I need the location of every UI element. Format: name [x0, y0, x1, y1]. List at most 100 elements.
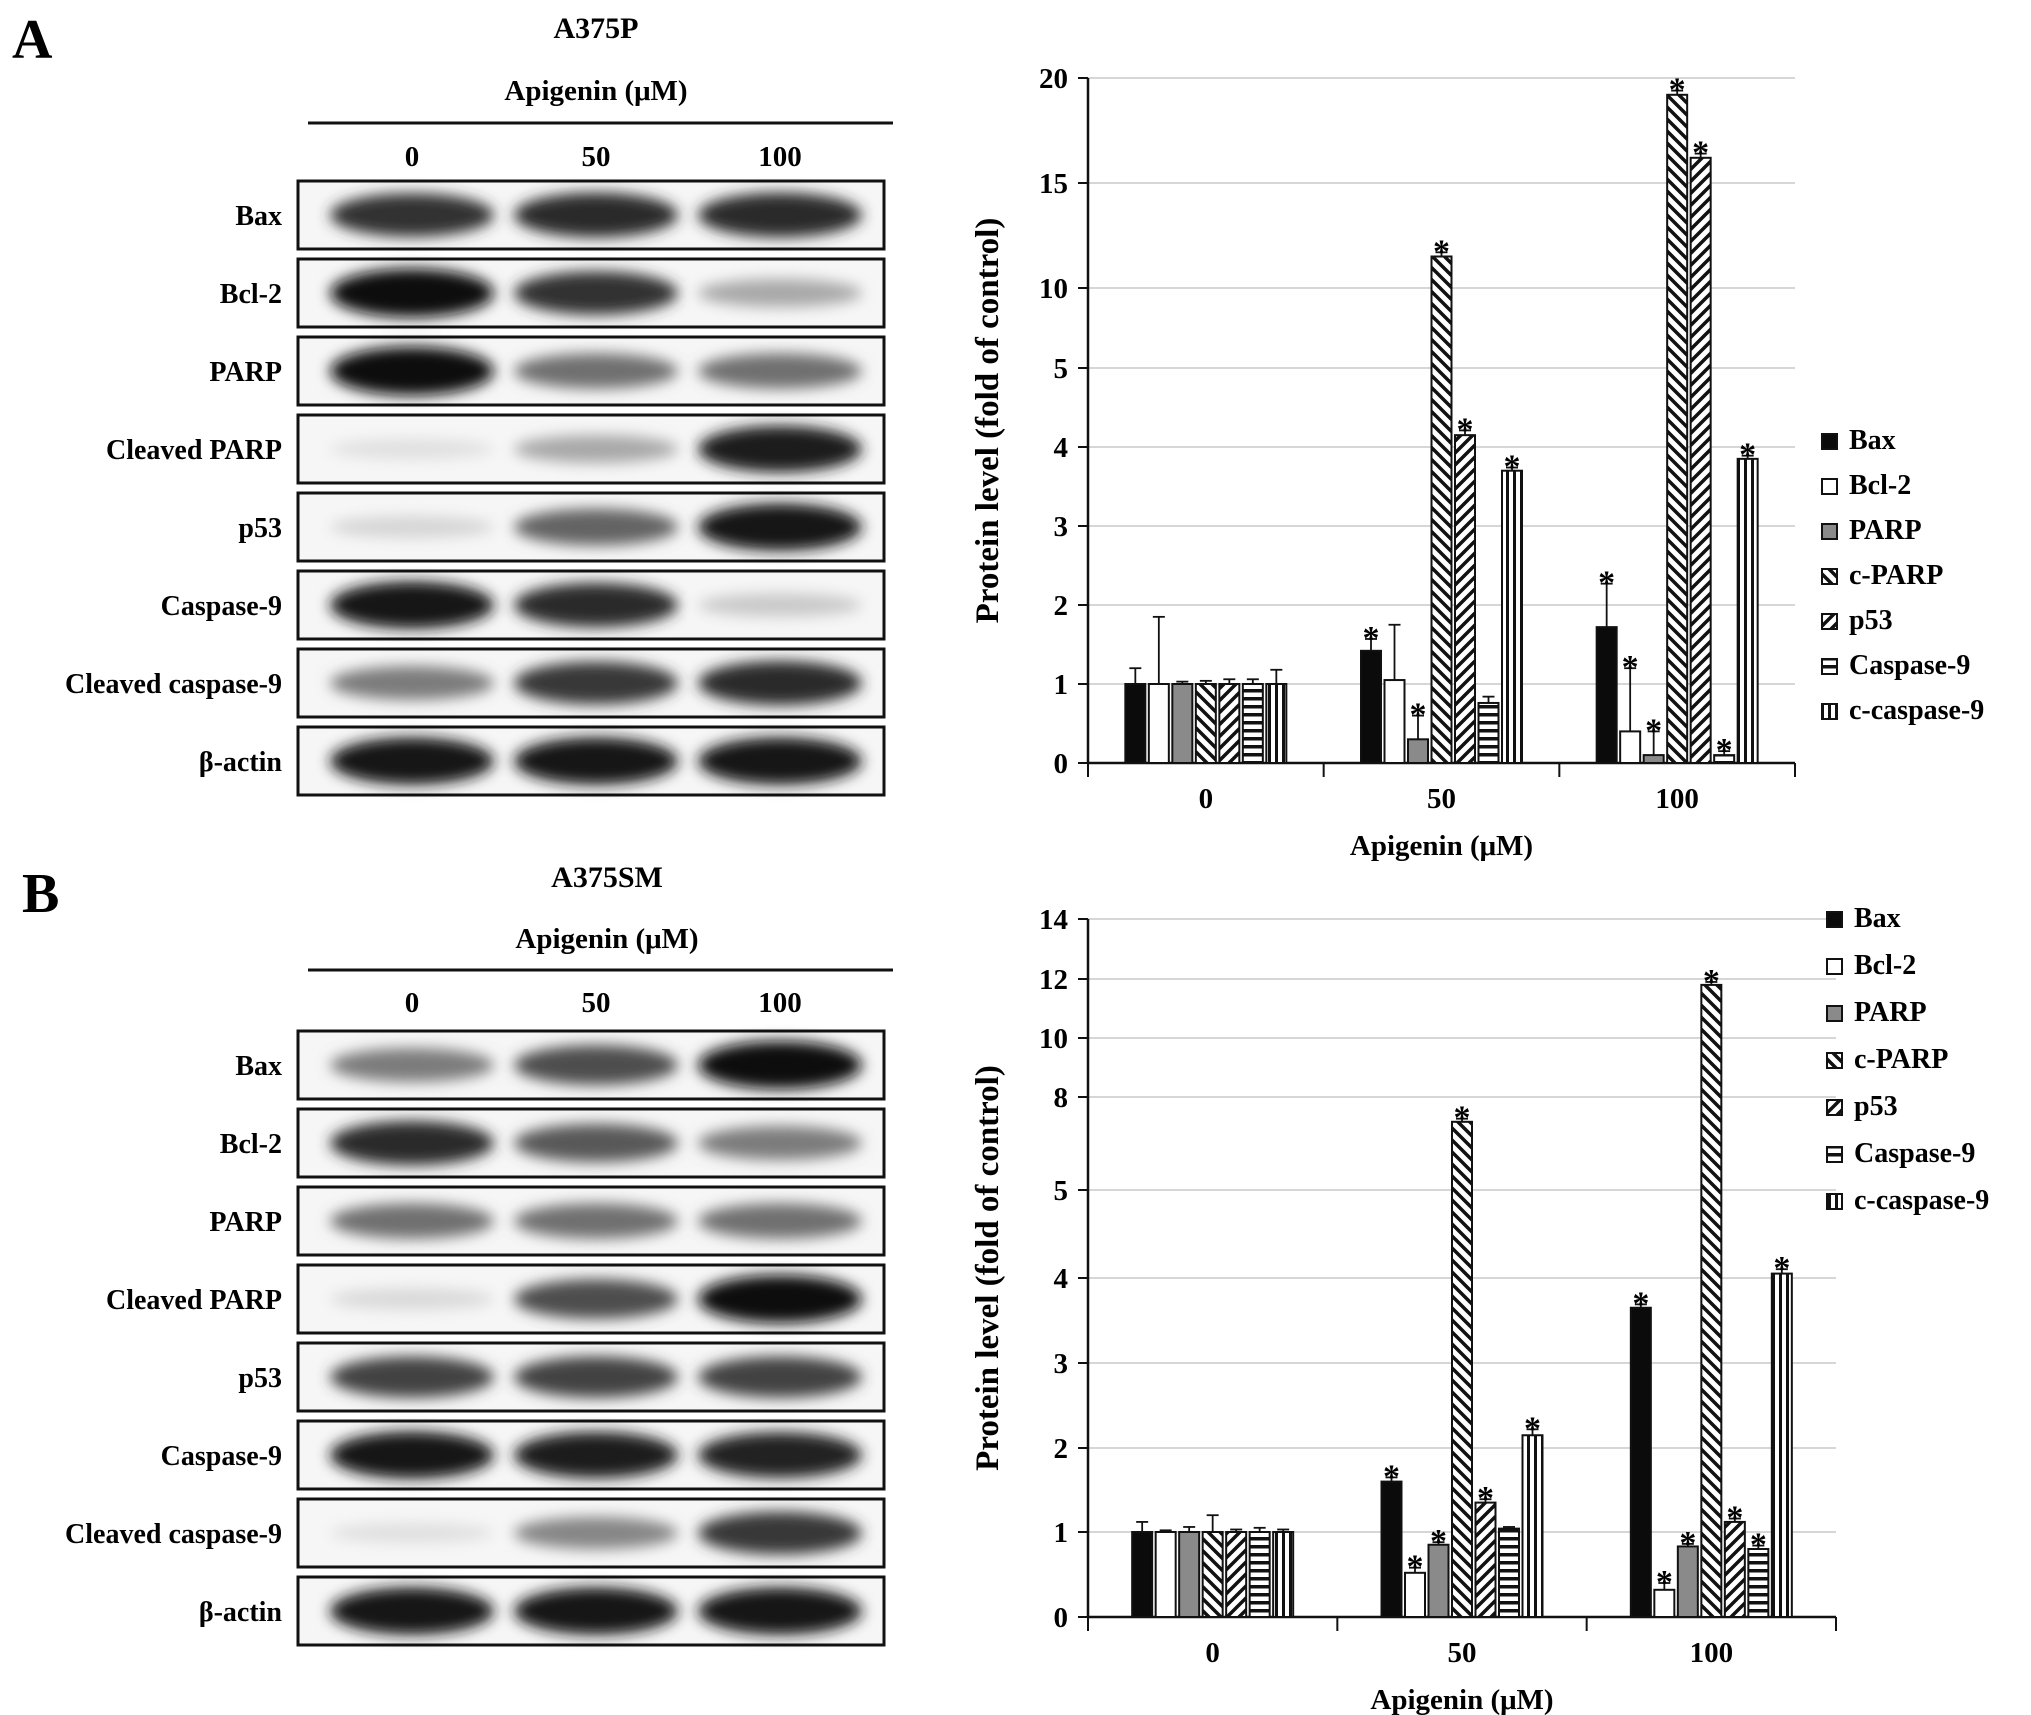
blot-band: [330, 1522, 494, 1544]
bar-parp: [1642, 754, 1665, 764]
blot-row-label: Cleaved PARP: [106, 435, 282, 466]
significance-star: *: [1632, 1285, 1649, 1322]
panel-letter: A: [12, 9, 53, 71]
bar-c-parp: [1430, 255, 1453, 764]
significance-star: *: [1692, 135, 1709, 172]
legend-item: Caspase-9: [1821, 650, 1970, 681]
blot-row: p53: [238, 1341, 886, 1413]
y-tick-label: 2: [1054, 1433, 1069, 1465]
x-tick-label: 0: [1205, 1637, 1220, 1669]
legend-label: Bax: [1854, 903, 1901, 934]
legend-item: c-PARP: [1821, 560, 1943, 591]
dose-label: 0: [405, 141, 420, 173]
significance-star: *: [1383, 1458, 1400, 1495]
blot-band: [698, 1040, 862, 1090]
blot-row-label: β-actin: [199, 1597, 283, 1628]
treatment-label: Apigenin (μM): [515, 923, 698, 955]
panel-a: A A375P Apigenin (μM) 0 50 100 Bax Bcl-2 P…: [12, 9, 893, 797]
x-tick-label: 0: [1199, 783, 1214, 815]
blot-row: Cleaved caspase-9: [65, 1497, 886, 1569]
legend-item: PARP: [1826, 997, 1927, 1028]
dose-label: 50: [582, 987, 611, 1019]
dose-label: 0: [405, 987, 420, 1019]
dose-label: 50: [582, 141, 611, 173]
blot-band: [698, 1587, 862, 1635]
bar-parp: [1171, 683, 1194, 764]
blot-band: [698, 737, 862, 785]
blot-row: β-actin: [199, 1575, 886, 1647]
y-axis-label: Protein level (fold of control): [970, 218, 1006, 624]
blot-band: [514, 1203, 678, 1239]
bar-p53: [1218, 683, 1241, 764]
significance-star: *: [1750, 1527, 1767, 1564]
blot-row-label: PARP: [209, 357, 282, 388]
bar-p53: [1474, 1501, 1497, 1618]
legend-item: p53: [1821, 605, 1893, 636]
legend-label: Caspase-9: [1854, 1138, 1975, 1169]
x-tick-label: 100: [1690, 1637, 1734, 1669]
legend-swatch: [1821, 523, 1838, 540]
blot-band: [514, 353, 678, 389]
x-tick-label: 50: [1427, 783, 1456, 815]
blot-row-label: Cleaved PARP: [106, 1285, 282, 1316]
bar-bcl-2: [1147, 683, 1170, 764]
bar-c-parp: [1700, 983, 1723, 1618]
bar-bax: [1360, 649, 1382, 765]
legend-swatch: [1821, 613, 1838, 630]
bar-c-caspase-9: [1265, 683, 1288, 764]
legend-label: c-PARP: [1849, 560, 1943, 591]
legend-label: Caspase-9: [1849, 650, 1970, 681]
blot-band: [698, 1432, 862, 1478]
blot-band: [514, 1431, 678, 1479]
legend-item: Caspase-9: [1826, 1138, 1975, 1169]
legend-label: p53: [1854, 1091, 1898, 1122]
significance-star: *: [1716, 732, 1733, 769]
blot-row-label: Caspase-9: [161, 591, 282, 622]
legend-swatch: [1826, 1193, 1843, 1210]
blot-band: [330, 1288, 494, 1310]
legend-label: c-caspase-9: [1849, 695, 1984, 726]
significance-star: *: [1703, 963, 1720, 1000]
y-tick-label: 10: [1039, 273, 1068, 305]
bar-caspase-9: [1498, 1527, 1520, 1619]
legend-label: Bcl-2: [1854, 950, 1916, 981]
blot-band: [514, 1516, 678, 1550]
bar-c-caspase-9: [1521, 1434, 1544, 1618]
blot-row-label: Bax: [235, 1051, 282, 1082]
y-tick-label: 14: [1039, 904, 1068, 936]
blot-band: [330, 438, 494, 460]
significance-star: *: [1773, 1250, 1790, 1287]
bar-p53: [1689, 156, 1712, 765]
blot-band: [698, 192, 862, 238]
legend-label: PARP: [1849, 515, 1922, 546]
blot-band: [330, 737, 494, 785]
blot-band: [330, 1120, 494, 1166]
bar-chart-a375p: 0 1 2 3 4 5 10 15 20 0 50 100 Apigenin (μM) Protein l…: [970, 63, 1984, 862]
y-tick-label: 0: [1054, 748, 1069, 780]
y-tick-label: 3: [1054, 511, 1069, 543]
y-tick-label: 3: [1054, 1348, 1069, 1380]
legend-label: PARP: [1854, 997, 1927, 1028]
western-blot: Bax Bcl-2 PARP Cleaved PARP p53 Caspase-9 Clea…: [65, 1029, 886, 1647]
significance-star: *: [1726, 1500, 1743, 1537]
y-tick-label: 5: [1054, 353, 1069, 385]
legend-item: Bcl-2: [1826, 950, 1916, 981]
blot-band: [514, 434, 678, 464]
blot-band: [698, 1511, 862, 1555]
legend-label: p53: [1849, 605, 1893, 636]
bar-c-caspase-9: [1736, 457, 1759, 764]
blot-band: [698, 503, 862, 551]
blot-band: [330, 1431, 494, 1479]
legend-swatch: [1826, 1005, 1843, 1022]
legend-swatch: [1826, 1099, 1843, 1116]
significance-star: *: [1430, 1523, 1447, 1560]
bar-parp: [1178, 1531, 1201, 1618]
significance-star: *: [1669, 72, 1686, 109]
blot-row-label: PARP: [209, 1207, 282, 1238]
blot-band: [698, 353, 862, 389]
legend-item: Bcl-2: [1821, 470, 1911, 501]
significance-star: *: [1410, 697, 1427, 734]
significance-star: *: [1645, 712, 1662, 749]
blot-band: [514, 508, 678, 546]
